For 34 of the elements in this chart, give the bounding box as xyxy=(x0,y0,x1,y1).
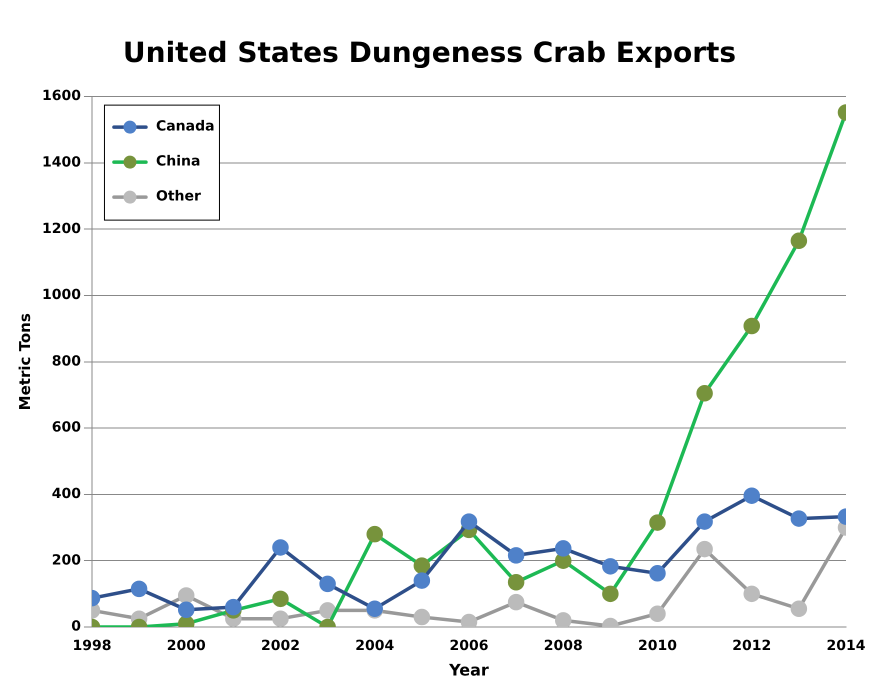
point xyxy=(178,587,194,604)
y-tick-label: 1200 xyxy=(42,220,82,237)
y-tick-label: 0 xyxy=(71,618,82,635)
y-tick-label: 800 xyxy=(52,353,82,370)
point xyxy=(743,586,760,602)
point xyxy=(554,612,572,627)
point xyxy=(649,605,666,622)
x-axis-title: Year xyxy=(448,660,489,680)
point xyxy=(414,608,430,626)
y-axis-title: Metric Tons xyxy=(16,313,34,410)
x-tick-label: 2004 xyxy=(355,638,394,654)
x-tick-label: 2010 xyxy=(638,638,678,654)
x-tick-label: 1998 xyxy=(72,638,112,654)
y-tick-label: 400 xyxy=(52,486,82,502)
point xyxy=(272,610,289,627)
legend-label: Canada xyxy=(156,118,215,135)
point xyxy=(508,594,524,610)
y-tick-label: 1000 xyxy=(42,287,82,304)
legend-label: China xyxy=(156,154,200,170)
legend-label: Other xyxy=(156,188,202,205)
x-tick-label: 2014 xyxy=(826,638,866,654)
x-tick-label: 2000 xyxy=(166,638,206,654)
point xyxy=(790,600,808,618)
y-tick-label: 1600 xyxy=(42,88,82,104)
x-tick-label: 2008 xyxy=(544,638,583,654)
chart-title: United States Dungeness Crab Exports xyxy=(122,36,736,70)
y-tick-label: 600 xyxy=(52,420,82,436)
x-tick-label: 2012 xyxy=(732,638,772,654)
x-tick-label: 2002 xyxy=(260,638,300,654)
x-tick-label: 2006 xyxy=(450,638,488,654)
y-tick-label: 1400 xyxy=(42,154,82,171)
y-tick-label: 200 xyxy=(52,552,82,568)
point xyxy=(319,602,336,619)
point xyxy=(696,540,713,558)
